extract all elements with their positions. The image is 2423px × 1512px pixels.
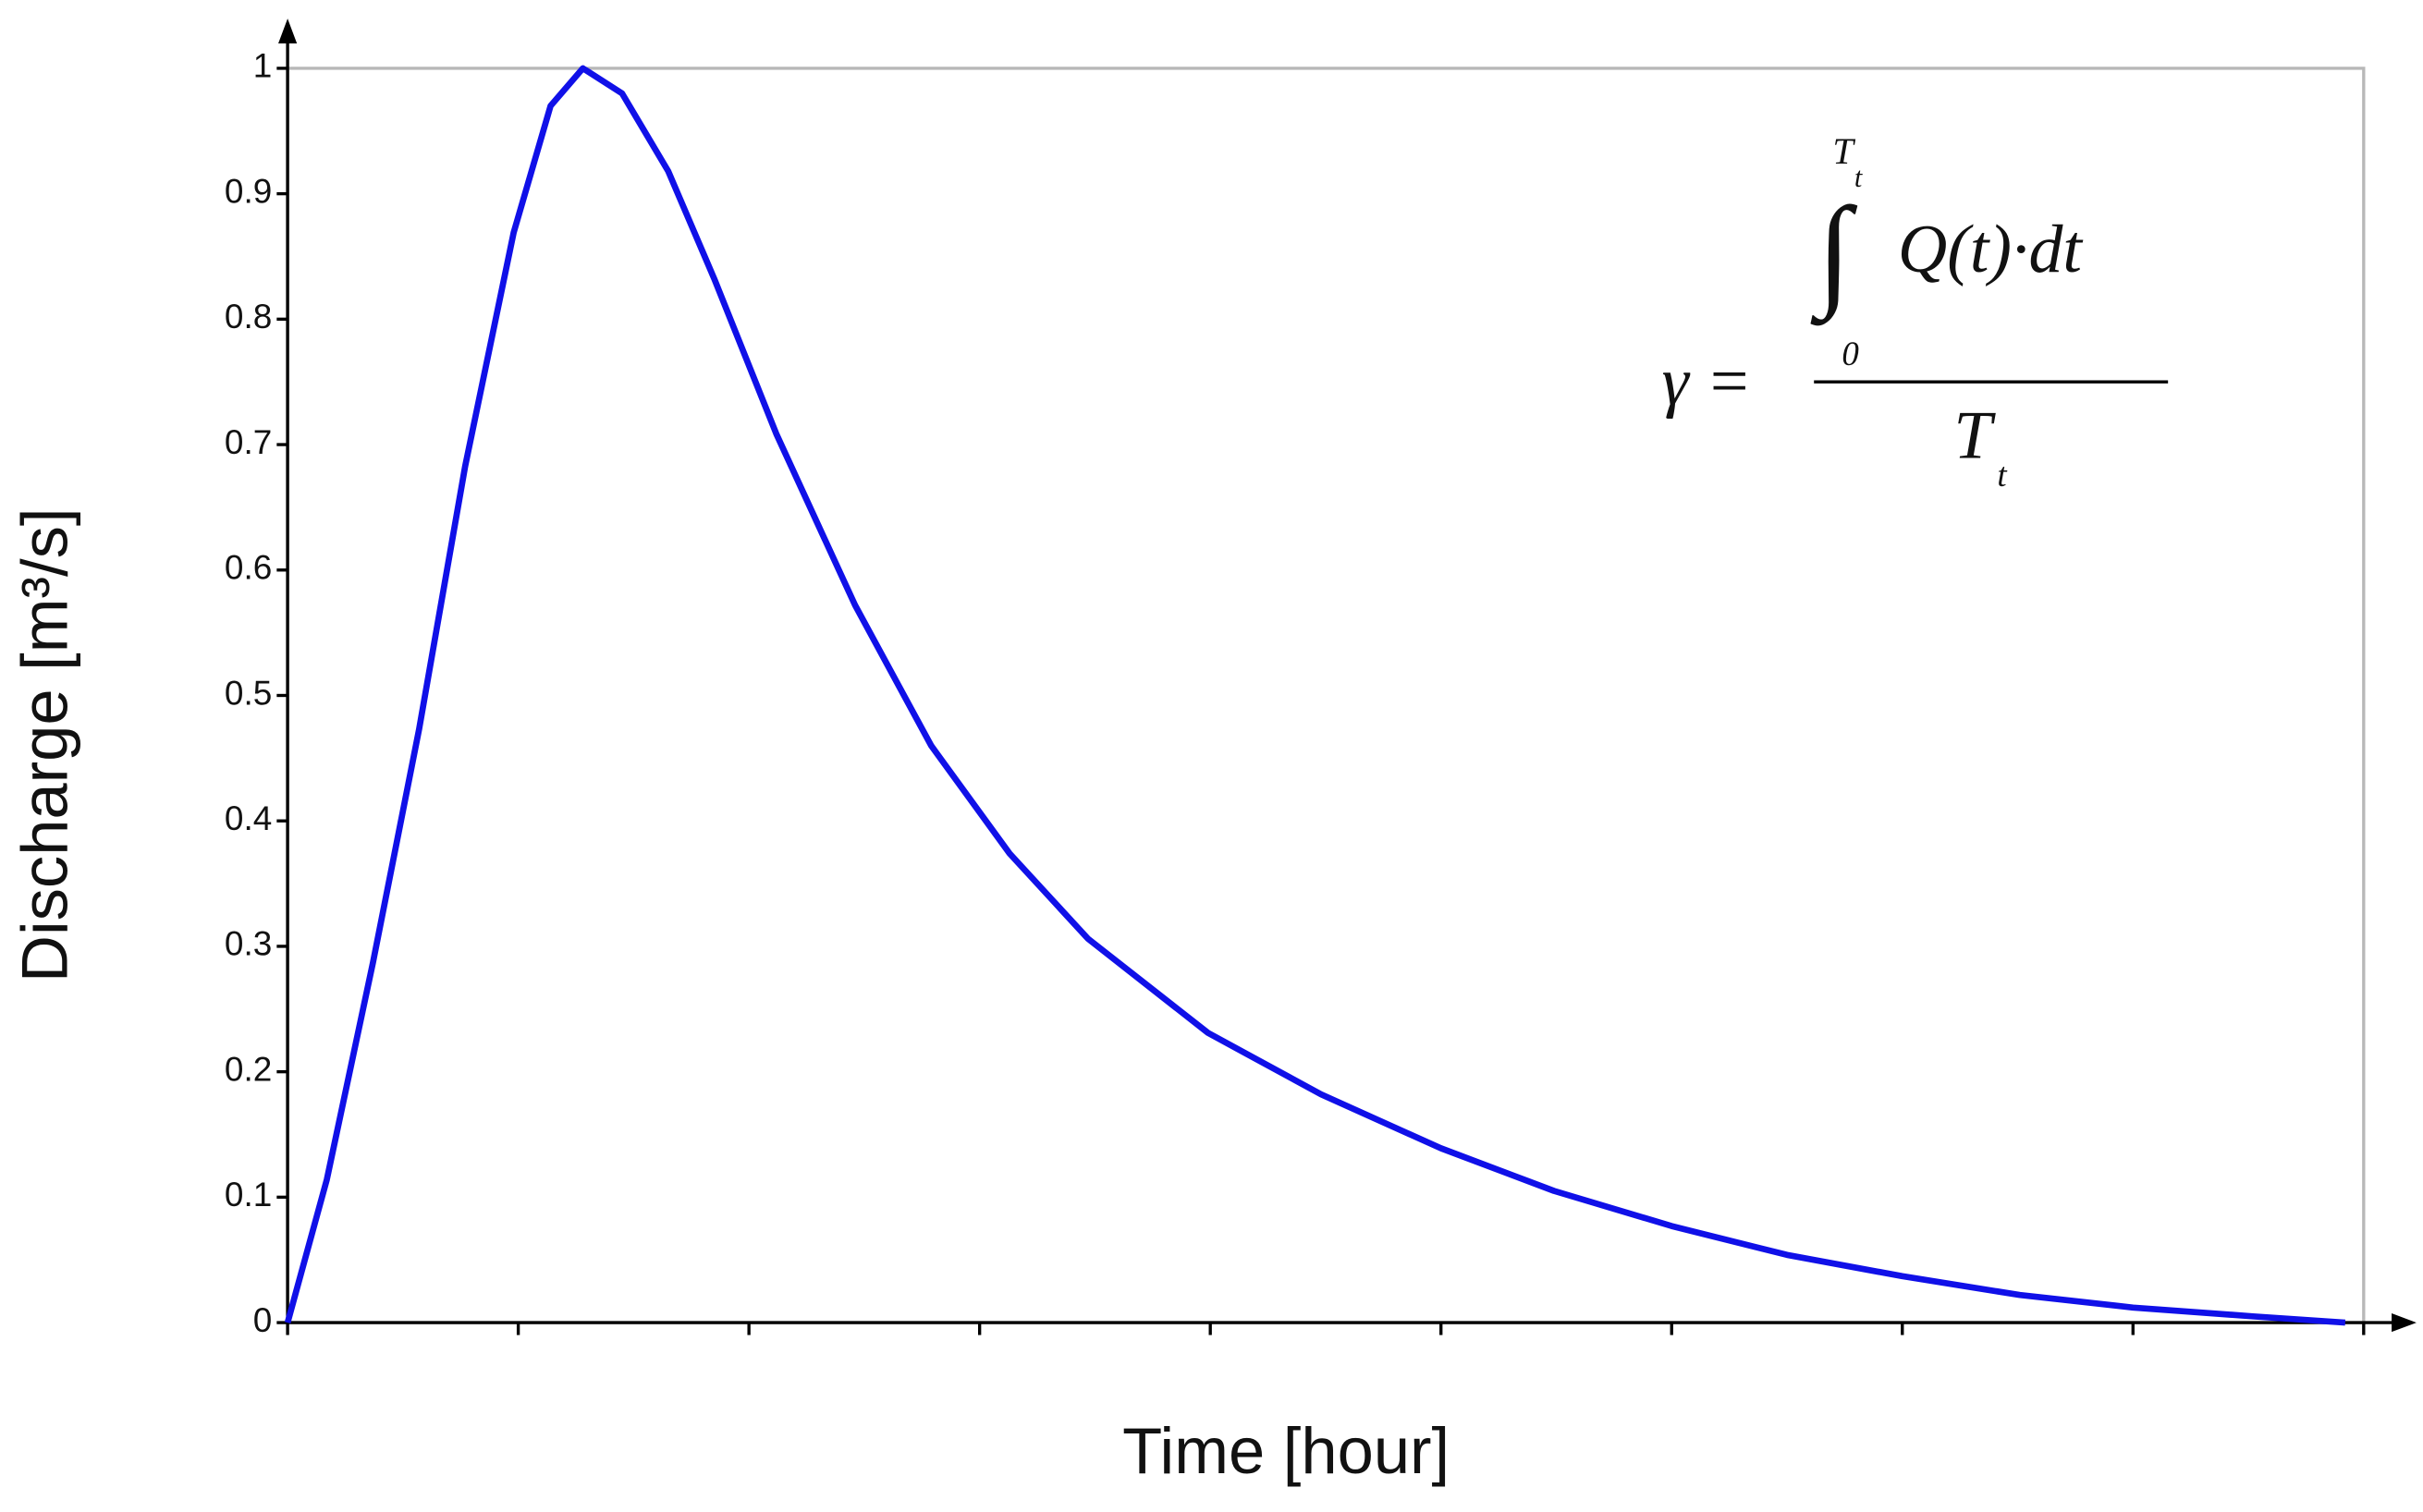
y-tick-label: 0.1 bbox=[225, 1176, 272, 1213]
y-tick-label: 0.4 bbox=[225, 799, 272, 837]
y-tick-label: 0.7 bbox=[225, 423, 272, 461]
y-tick-label: 1 bbox=[253, 47, 273, 85]
formula-denominator: T bbox=[1953, 397, 1996, 473]
formula-integral: ∫ bbox=[1810, 182, 1858, 326]
line-series bbox=[284, 65, 2346, 1326]
y-tick-label: 0 bbox=[253, 1301, 273, 1339]
formula-integrand: Q(t)·dt bbox=[1898, 211, 2085, 287]
formula-upper-sub: t bbox=[1854, 162, 1863, 193]
y-axis-arrow bbox=[278, 18, 298, 44]
y-tick-label: 0.6 bbox=[225, 549, 272, 587]
x-axis-title: Time [hour] bbox=[1122, 1414, 1450, 1487]
formula-lower: 0 bbox=[1842, 335, 1858, 372]
x-axis-arrow bbox=[2392, 1313, 2417, 1333]
formula: γ = ∫ T t 0 Q(t)·dt T t bbox=[1662, 130, 2169, 494]
formula-denominator-sub: t bbox=[1997, 456, 2007, 494]
formula-upper: T bbox=[1832, 130, 1855, 172]
y-tick-label: 0.2 bbox=[225, 1050, 272, 1088]
y-axis-title: Discharge [m³/s] bbox=[8, 508, 81, 982]
formula-lhs: γ = bbox=[1662, 343, 1752, 419]
y-tick-label: 0.8 bbox=[225, 298, 272, 335]
y-tick-label: 0.9 bbox=[225, 172, 272, 210]
y-tick-label: 0.3 bbox=[225, 925, 272, 963]
y-tick-label: 0.5 bbox=[225, 674, 272, 712]
